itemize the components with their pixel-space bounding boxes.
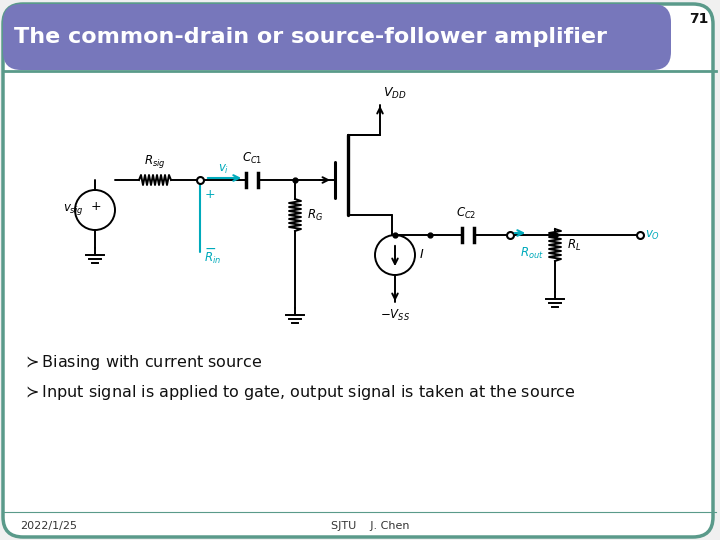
Text: −: − — [205, 242, 217, 256]
FancyBboxPatch shape — [3, 4, 713, 537]
FancyBboxPatch shape — [3, 4, 671, 70]
Text: $v_i$: $v_i$ — [218, 163, 229, 176]
Text: $C_{C1}$: $C_{C1}$ — [242, 151, 262, 166]
Text: $v_O$: $v_O$ — [645, 228, 660, 241]
Text: $R_{sig}$: $R_{sig}$ — [144, 153, 166, 170]
Text: $R_{out}$: $R_{out}$ — [520, 246, 544, 261]
Text: $R_L$: $R_L$ — [567, 238, 581, 253]
Text: $R_G$: $R_G$ — [307, 207, 323, 222]
Text: +: + — [91, 199, 102, 213]
Text: $I$: $I$ — [419, 248, 424, 261]
Text: 2022/1/25: 2022/1/25 — [20, 521, 77, 531]
Text: $\succ$Input signal is applied to gate, output signal is taken at the source: $\succ$Input signal is applied to gate, … — [22, 382, 576, 402]
Text: $\succ$Biasing with current source: $\succ$Biasing with current source — [22, 353, 262, 372]
Text: $V_{DD}$: $V_{DD}$ — [383, 86, 407, 101]
Text: $-V_{SS}$: $-V_{SS}$ — [380, 308, 410, 323]
Text: 71: 71 — [688, 12, 708, 26]
Text: SJTU    J. Chen: SJTU J. Chen — [330, 521, 409, 531]
Text: The common-drain or source-follower amplifier: The common-drain or source-follower ampl… — [14, 27, 607, 47]
Text: $C_{C2}$: $C_{C2}$ — [456, 206, 476, 221]
Text: +: + — [205, 188, 215, 201]
Text: $R_{in}$: $R_{in}$ — [204, 251, 221, 266]
Text: $v_{sig}$: $v_{sig}$ — [63, 202, 83, 218]
